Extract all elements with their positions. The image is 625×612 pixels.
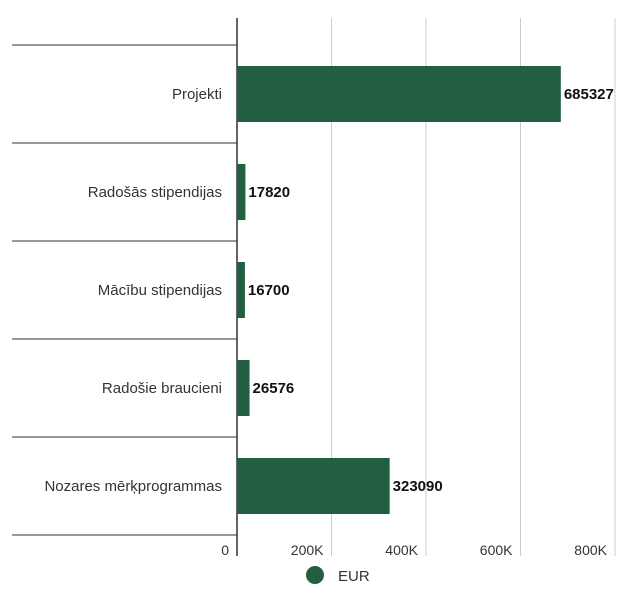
x-tick-label: 200K [291, 542, 324, 558]
bar [237, 360, 250, 416]
bar [237, 66, 561, 122]
x-tick-labels: 0 200K 400K 600K 800K [221, 542, 607, 558]
data-label: 26576 [253, 380, 295, 397]
category-label: Radošās stipendijas [88, 184, 222, 201]
category-labels: Projekti Radošās stipendijas Mācību stipen… [44, 86, 222, 495]
x-tick-label: 800K [574, 542, 607, 558]
bar [237, 164, 246, 220]
bar [237, 262, 245, 318]
data-label: 323090 [393, 478, 443, 495]
category-label: Projekti [172, 86, 222, 103]
data-label: 685327 [564, 86, 614, 103]
data-label: 16700 [248, 282, 290, 299]
category-label: Mācību stipendijas [98, 282, 222, 299]
legend-swatch [306, 566, 324, 584]
legend-label: EUR [338, 568, 370, 585]
legend: EUR [306, 566, 370, 585]
x-tick-label: 400K [385, 542, 418, 558]
data-label: 17820 [248, 184, 290, 201]
category-label: Nozares mērķprogrammas [44, 478, 222, 495]
bars: 685327 17820 16700 26576 323090 [237, 66, 614, 514]
bar [237, 458, 390, 514]
x-tick-label: 600K [480, 542, 513, 558]
category-label: Radošie braucieni [102, 380, 222, 397]
x-tick-label: 0 [221, 542, 229, 558]
